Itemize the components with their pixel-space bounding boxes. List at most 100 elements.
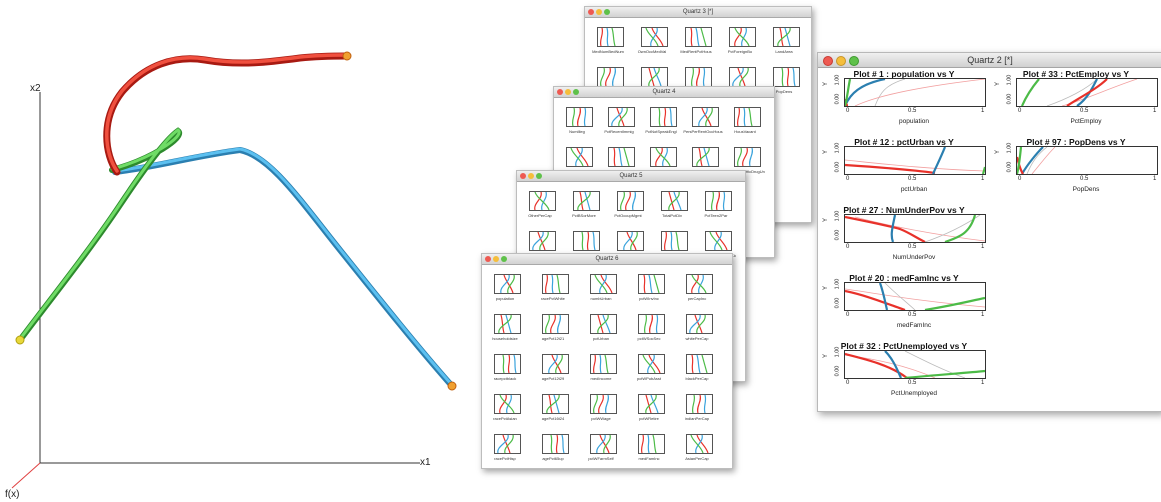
thumbnail-curve — [596, 434, 606, 454]
quartz-titlebar[interactable]: Quartz 3 [*] — [585, 7, 811, 18]
zoom-button[interactable] — [536, 173, 542, 179]
panel-plot-area — [844, 214, 986, 243]
thumbnail-curve — [695, 434, 703, 454]
panel-y-label: Y — [823, 149, 830, 155]
close-button[interactable] — [823, 56, 833, 66]
thumbnail-curve — [703, 147, 710, 167]
thumbnail-plot-area — [638, 394, 665, 414]
thumbnail-xlabel: AsianPerCap — [685, 456, 709, 461]
thumbnail-xlabel: pctWWage — [591, 416, 611, 421]
thumbnail-curve — [575, 147, 583, 167]
thumbnail-curve — [643, 274, 646, 294]
thumbnail-plot-area — [494, 434, 521, 454]
quartz-window-6[interactable]: Quartz 6 population racePctWhite numbUrban p… — [481, 253, 733, 469]
thumbnail-plot-area — [494, 354, 521, 374]
fx-axis — [11, 462, 41, 489]
thumbnail-plot-area — [608, 107, 635, 127]
panel-title: Plot # 33 : PctEmploy vs Y — [1022, 69, 1130, 79]
minimize-button[interactable] — [596, 9, 602, 15]
thumbnail-plot-area — [638, 354, 665, 374]
quartz-2-titlebar[interactable]: Quartz 2 [*] — [818, 53, 1161, 68]
thumbnail-plot-area — [686, 354, 713, 374]
thumbnail-curve — [669, 107, 673, 127]
zoom-button[interactable] — [604, 9, 610, 15]
minimize-button[interactable] — [565, 89, 571, 95]
thumbnail-curve — [696, 434, 709, 454]
thumbnail-xlabel: householdsize — [492, 336, 518, 341]
panel-curve — [884, 351, 903, 378]
thumbnail-plot: blackPerCap — [677, 347, 717, 385]
x-tick-1: 0.5 — [908, 108, 917, 114]
panel-title: Plot # 1 : population vs Y — [853, 69, 955, 79]
thumbnail-curve — [584, 191, 591, 211]
panel-curve — [1046, 79, 1098, 106]
thumbnail-plot-area — [542, 274, 569, 294]
panel-y-label: Y — [995, 149, 1002, 155]
close-button[interactable] — [557, 89, 563, 95]
thumbnail-xlabel: PctOccupMgmt — [614, 213, 642, 218]
thumbnail-curve — [705, 107, 713, 127]
quartz-2-window[interactable]: Quartz 2 [*] Plot # 1 : population vs Y Y… — [817, 52, 1161, 412]
thumbnail-plot-area — [608, 147, 635, 167]
close-button[interactable] — [520, 173, 526, 179]
close-button[interactable] — [588, 9, 594, 15]
thumbnail-plot-area — [686, 434, 713, 454]
thumbnail-curve — [698, 147, 703, 167]
quartz-titlebar[interactable]: Quartz 5 — [517, 171, 745, 182]
thumbnail-curve — [710, 191, 715, 211]
thumbnail-plot-area — [573, 231, 600, 251]
x-tick-1: 0.5 — [1080, 108, 1089, 114]
thumbnail-plot-area — [686, 394, 713, 414]
thumbnail-plot: medFamInc — [629, 427, 669, 465]
thumbnail-curve — [534, 191, 542, 211]
x-tick-0: 0 — [1018, 176, 1022, 182]
minimize-button[interactable] — [528, 173, 534, 179]
thumbnail-plot: OtherPerCap — [520, 184, 560, 222]
thumbnail-xlabel: pctWSocSec — [637, 336, 661, 341]
thumbnail-curve — [691, 394, 696, 414]
thumbnail-xlabel: indianPerCap — [684, 416, 710, 421]
thumbnail-curve — [655, 147, 663, 167]
thumbnail-curve — [673, 191, 682, 211]
y-tick-0: 0.00 — [1006, 161, 1013, 173]
thumbnail-curve — [611, 107, 623, 127]
x-tick-2: 1 — [1153, 176, 1157, 182]
thumbnail-curve — [703, 394, 707, 414]
thumbnail-xlabel: pctWRetire — [639, 416, 659, 421]
thumbnail-xlabel: PersPerRentOccHous — [683, 129, 723, 134]
thumbnail-curve — [618, 107, 628, 127]
thumbnail-xlabel: racePctWhite — [541, 296, 565, 301]
thumbnail-plot-area — [597, 27, 624, 47]
zoom-button[interactable] — [849, 56, 859, 66]
thumbnail-curve — [696, 314, 706, 334]
zoom-button[interactable] — [501, 256, 507, 262]
y-tick-1: 1.00 — [834, 278, 841, 290]
quartz-titlebar[interactable]: Quartz 4 — [554, 87, 774, 98]
thumbnail-curve — [599, 274, 607, 294]
thumbnail-curve — [696, 147, 710, 167]
thumbnail-curve — [675, 231, 680, 251]
y-tick-0: 0.00 — [834, 93, 841, 105]
close-button[interactable] — [485, 256, 491, 262]
minimize-button[interactable] — [836, 56, 846, 66]
thumbnail-curve — [650, 27, 658, 47]
x-tick-0: 0 — [846, 312, 850, 318]
thumbnail-curve — [497, 434, 509, 454]
thumbnail-curve — [734, 27, 742, 47]
thumbnail-curve — [700, 27, 707, 47]
thumbnail-curve — [555, 354, 563, 374]
zoom-button[interactable] — [573, 89, 579, 95]
thumbnail-plot: agePct65up — [533, 427, 573, 465]
panel-curve — [874, 79, 906, 106]
thumbnail-curve — [658, 107, 661, 127]
thumbnail-curve — [648, 314, 654, 334]
minimize-button[interactable] — [493, 256, 499, 262]
x-tick-0: 0 — [846, 244, 850, 250]
panel-curve — [884, 283, 916, 310]
panel-curve — [1031, 147, 1056, 174]
panel-y-label: Y — [995, 81, 1002, 87]
thumbnail-curve — [550, 434, 553, 454]
thumbnail-curve — [611, 27, 616, 47]
quartz-titlebar[interactable]: Quartz 6 — [482, 254, 732, 265]
thumbnail-curve — [499, 394, 507, 414]
